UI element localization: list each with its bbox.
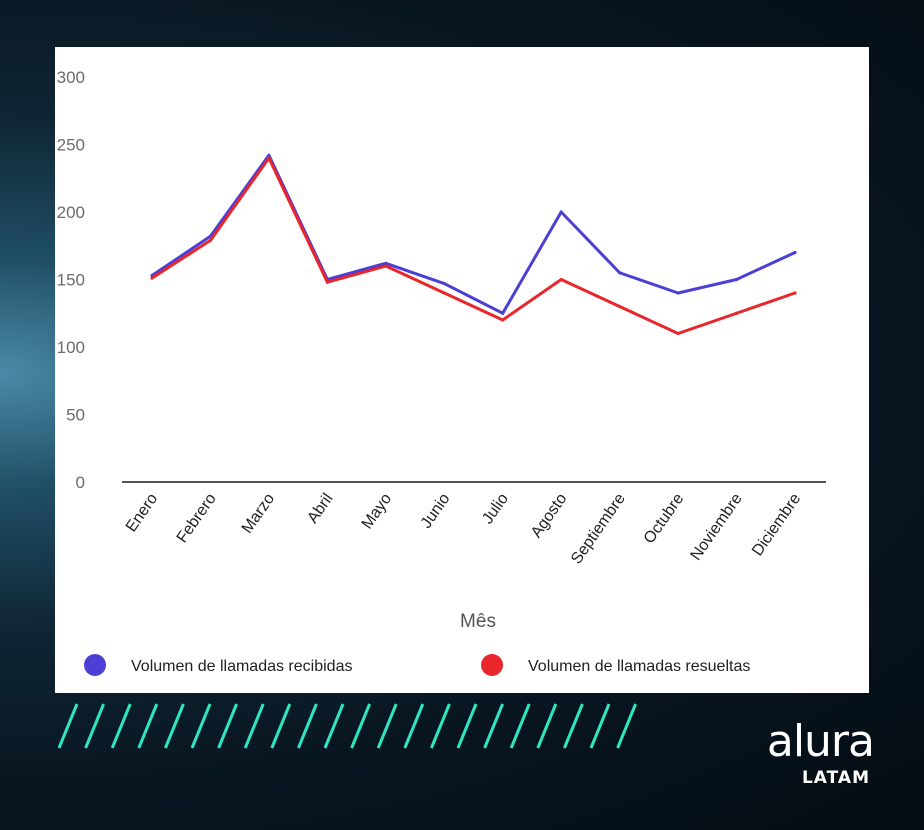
stripe [430,703,451,749]
x-tick-label: Febrero [174,490,220,546]
stripe [563,703,584,749]
brand-logo: alura LATAM [744,716,875,798]
x-tick-label: Noviembre [688,490,746,563]
chart-panel: 0 50 100 150 200 250 300 Enero Febrero Marzo Abril… [55,47,869,693]
brand-sub: LATAM [801,768,870,788]
decorative-stripes [57,703,637,749]
x-axis-title: Mês [460,611,496,632]
x-tick-label: Octubre [641,490,688,546]
x-tick-label: Diciembre [749,490,804,559]
stripe [110,703,132,749]
data-point [384,264,388,268]
stripe [137,703,159,749]
stripe [589,703,611,749]
legend-marker [84,654,106,676]
stripe [217,703,238,749]
series-line-2 [151,156,796,335]
y-tick-label: 300 [57,68,85,87]
data-point [734,311,739,315]
stripe [350,703,371,749]
data-point [676,291,680,295]
stripe [616,703,637,749]
x-tick-label: Marzo [239,490,278,536]
data-point [267,156,271,160]
stripe [84,703,105,749]
stripe [456,703,478,749]
stripe [536,703,558,749]
y-tick-label: 250 [57,136,85,155]
x-tick-label: Agosto [528,490,571,541]
data-point [442,291,446,295]
data-point [618,271,622,275]
legend-marker [481,654,503,676]
stripe [164,703,185,749]
stripe [403,703,425,749]
stripe [483,703,504,749]
y-tick-label: 100 [57,338,85,357]
data-point [267,153,271,157]
x-tick-label: Enero [123,490,161,535]
data-point [384,261,388,265]
x-tick-label: Mayo [359,490,395,532]
x-tick-label: Julio [479,490,512,527]
y-tick-label: 150 [57,271,85,290]
legend-label: Volumen de llamadas resueltas [528,658,750,675]
data-point [559,210,563,214]
data-point [676,331,680,336]
stripe [297,703,318,749]
stripe [190,703,212,749]
stripe [243,703,265,749]
data-point [325,280,329,284]
stripe [270,703,292,749]
data-point [442,281,446,286]
y-tick-label: 0 [76,473,85,492]
stripe [323,703,345,749]
data-point [618,304,622,309]
data-point [793,250,797,255]
series-line-1 [151,153,796,315]
line-chart: 0 50 100 150 200 250 300 Enero Febrero Marzo Abril… [57,68,826,676]
stripe [57,703,79,749]
legend-label: Volumen de llamadas recibidas [131,658,352,675]
stripe [509,703,531,749]
y-tick-label: 50 [66,406,85,425]
y-tick-label: 200 [57,203,85,222]
data-point [150,276,154,280]
data-point [793,291,797,295]
data-point [501,311,505,315]
x-tick-label: Abril [304,491,336,527]
x-tick-label: Junio [418,490,454,531]
data-point [208,238,213,242]
data-point [734,277,739,282]
x-tick-label: Septiembre [568,490,629,567]
stripe [376,703,398,749]
data-point [559,277,563,282]
brand-name: alura [766,716,875,767]
data-point [501,318,505,322]
